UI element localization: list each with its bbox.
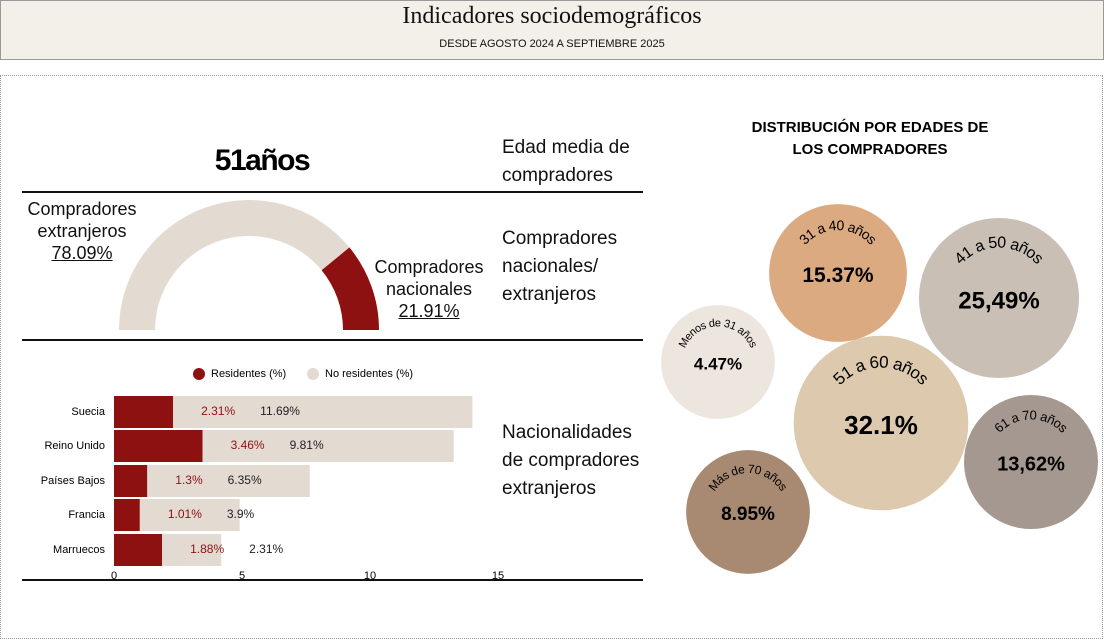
legend-label: No residentes (%) xyxy=(325,368,413,380)
value-label: 9.81% xyxy=(290,438,324,452)
section-label: Compradores nacionales/ extranjeros xyxy=(502,228,618,305)
value-label: 3.46% xyxy=(231,438,265,452)
bar xyxy=(173,396,473,428)
section-label: Nacionalidades de compradores extranjero… xyxy=(502,422,640,499)
value-label: 13,62% xyxy=(997,454,1065,476)
legend-swatch xyxy=(307,368,319,380)
y-tick-label: Reino Unido xyxy=(44,440,105,452)
gauge-label: Compradores nacionales 21.91% xyxy=(369,256,489,322)
bar xyxy=(114,534,163,566)
section-label: Edad media de compradores xyxy=(502,137,630,186)
value-label: 1.01% xyxy=(168,507,202,521)
page-subtitle: DESDE AGOSTO 2024 A SEPTIEMBRE 2025 xyxy=(439,38,665,50)
bar xyxy=(139,499,240,531)
chart-title: DISTRIBUCIÓN POR EDADES DE LOS COMPRADORE… xyxy=(752,118,989,158)
bubble xyxy=(661,305,775,419)
bar xyxy=(114,396,174,428)
value-label: 11.69% xyxy=(260,404,300,418)
y-tick-label: Francia xyxy=(68,509,106,521)
bar xyxy=(162,534,222,566)
value-label: 6.35% xyxy=(228,473,262,487)
gauge-segment xyxy=(119,199,350,330)
y-tick-label: Marruecos xyxy=(53,544,105,556)
bubble xyxy=(686,450,810,574)
category-label: Compradores extranjeros xyxy=(27,199,137,241)
value-label: 32.1% xyxy=(844,410,918,440)
x-tick-label: 15 xyxy=(492,570,504,582)
value-label: 1.3% xyxy=(175,473,203,487)
legend-swatch xyxy=(193,368,205,380)
bar xyxy=(202,430,454,462)
value-label: 1.88% xyxy=(190,542,224,556)
value-label: 3.9% xyxy=(227,507,255,521)
gauge-segment xyxy=(321,247,379,330)
main-panel xyxy=(0,75,1103,639)
value-label: 21.91% xyxy=(398,301,460,321)
bar xyxy=(114,499,140,531)
value-label: 2.31% xyxy=(249,542,283,556)
value-label: 78.09% xyxy=(51,243,113,263)
gauge-label: Compradores extranjeros 78.09% xyxy=(17,198,147,264)
value-label: 4.47% xyxy=(694,354,742,373)
bar xyxy=(114,430,203,462)
bubble xyxy=(769,204,907,342)
headline: 51años xyxy=(215,144,310,177)
bar xyxy=(114,465,148,497)
y-tick-label: Países Bajos xyxy=(41,475,106,487)
x-tick-label: 10 xyxy=(364,570,376,582)
y-tick-label: Suecia xyxy=(71,406,106,418)
bubble xyxy=(918,217,1080,379)
bar xyxy=(147,465,310,497)
category-label: Compradores nacionales xyxy=(374,257,484,299)
x-tick-label: 0 xyxy=(111,570,117,582)
value-label: 8.95% xyxy=(721,504,775,525)
value-label: 2.31% xyxy=(201,404,235,418)
bubble xyxy=(964,395,1098,529)
x-tick-label: 5 xyxy=(239,570,245,582)
legend-label: Residentes (%) xyxy=(211,368,286,380)
bubble xyxy=(793,335,969,511)
value-label: 15.37% xyxy=(802,264,874,287)
value-label: 25,49% xyxy=(958,287,1039,314)
header: Indicadores sociodemográficos DESDE AGOS… xyxy=(0,0,1104,60)
page-title: Indicadores sociodemográficos xyxy=(402,3,702,29)
